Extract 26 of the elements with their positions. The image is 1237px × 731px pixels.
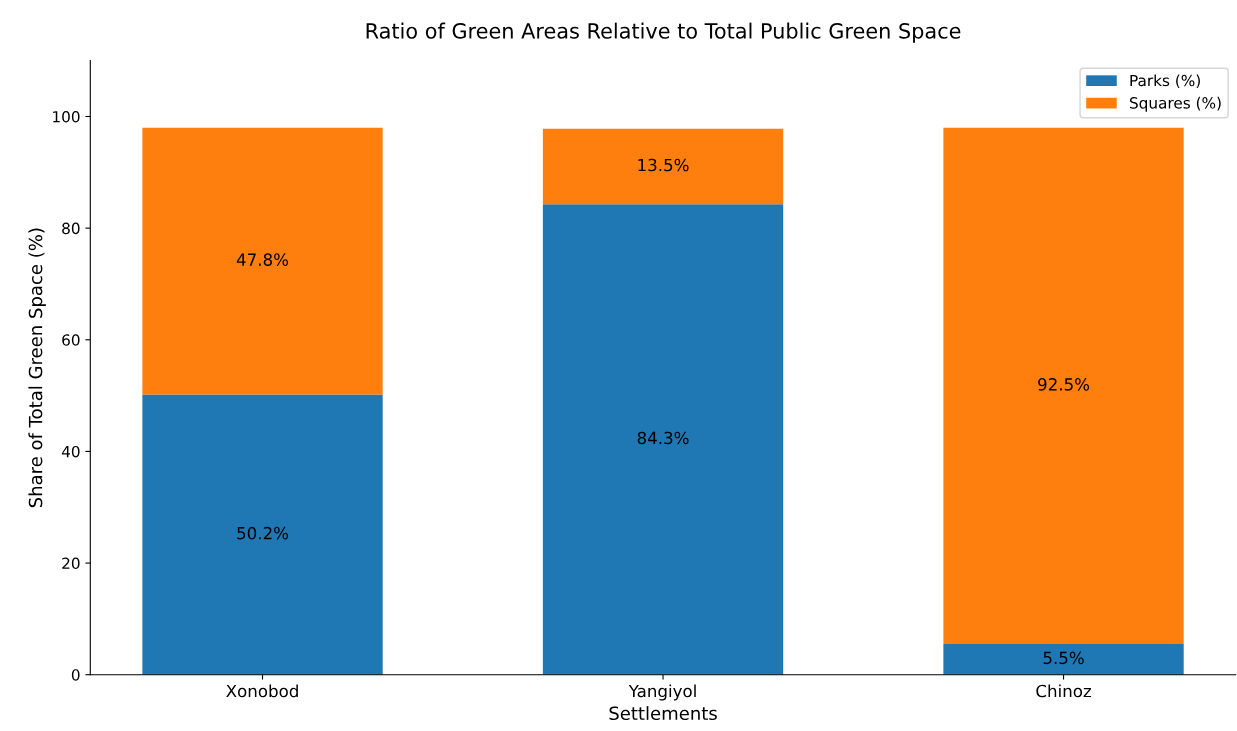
- x-tick-label: Chinoz: [1036, 684, 1091, 698]
- legend-label: Squares (%): [1129, 96, 1221, 112]
- data-label: 50.2%: [237, 526, 289, 540]
- data-label: 47.8%: [236, 253, 289, 266]
- data-label: 13.5%: [638, 158, 689, 172]
- chart-title: Ratio of Green Areas Relative to Total Public Green Space: [366, 22, 961, 43]
- y-tick-label: 100: [53, 110, 80, 123]
- x-tick-label: Yangiyol: [628, 684, 696, 701]
- y-tick-label: 80: [62, 222, 80, 235]
- y-tick-label: 60: [62, 334, 80, 346]
- x-axis-title: Settlements: [609, 706, 717, 721]
- data-label: 92.5%: [1038, 378, 1090, 391]
- bar: [943, 644, 1184, 675]
- data-label: 84.3%: [637, 431, 689, 445]
- y-tick-label: 0: [71, 669, 80, 681]
- y-tick-label: 40: [61, 445, 80, 458]
- bar: [142, 394, 383, 675]
- y-tick-label: 20: [62, 557, 80, 570]
- bar: [142, 127, 383, 395]
- y-axis-title: Share of Total Green Space (%): [28, 228, 46, 508]
- x-tick-label: Xonobod: [226, 684, 298, 698]
- data-label: 5.5%: [1043, 651, 1084, 665]
- bar: [943, 127, 1184, 645]
- bar: [542, 128, 784, 205]
- legend-label: Parks (%): [1130, 74, 1200, 89]
- bar: [542, 204, 784, 675]
